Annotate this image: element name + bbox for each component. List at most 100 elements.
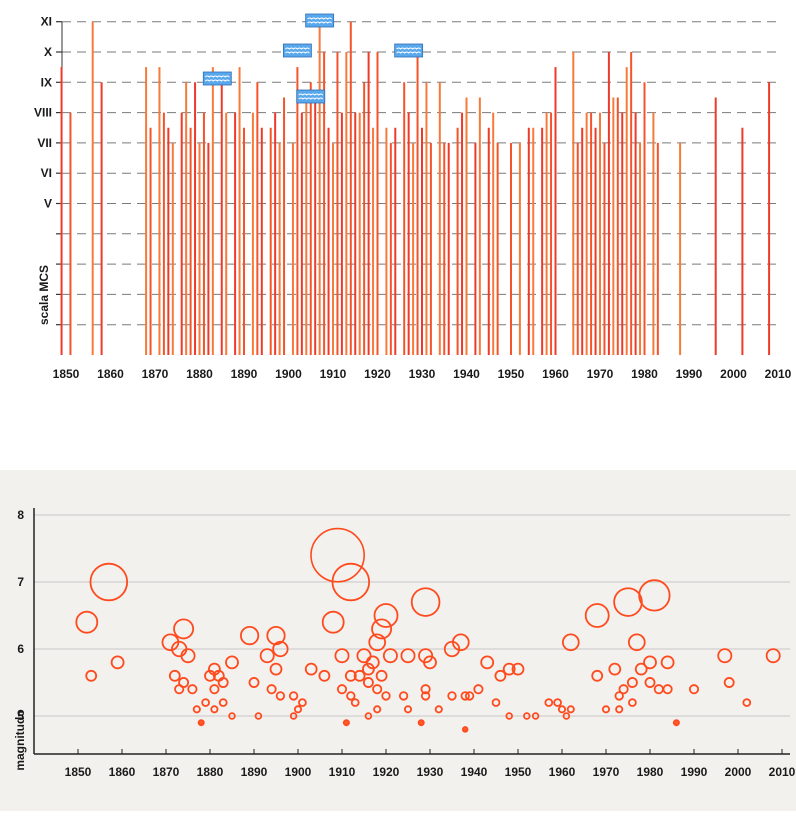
- tsunami-wave-line: [298, 97, 324, 100]
- y-tick-label: VII: [37, 136, 52, 150]
- magnitude-bubble: [371, 618, 393, 640]
- x-tick-label: 1890: [241, 765, 268, 779]
- tsunami-wave-line: [396, 51, 422, 54]
- magnitude-bubble: [254, 712, 263, 720]
- magnitude-bubble: [523, 712, 531, 720]
- x-tick-label: 1950: [505, 765, 532, 779]
- magnitude-bubble: [382, 648, 398, 664]
- magnitude-bubble: [473, 684, 484, 695]
- magnitude-bubble: [653, 684, 664, 695]
- x-tick-label: 1960: [549, 765, 576, 779]
- magnitude-bubble: [672, 719, 680, 727]
- x-tick-label: 2000: [720, 367, 747, 381]
- magnitude-bubble: [239, 625, 260, 646]
- magnitude-bubble: [304, 662, 318, 676]
- tsunami-wave-box: [296, 89, 326, 104]
- magnitude-bubble: [272, 640, 289, 658]
- y-tick-label: 8: [17, 508, 24, 522]
- magnitude-bubble: [321, 610, 345, 634]
- x-tick-label: 1900: [285, 765, 312, 779]
- x-tick-label: 1980: [637, 765, 664, 779]
- magnitude-bubble: [505, 712, 513, 720]
- y-tick-label: IX: [41, 75, 52, 89]
- magnitude-bubble: [275, 691, 286, 701]
- magnitude-bubble: [289, 712, 298, 720]
- tsunami-wave-box: [282, 43, 312, 58]
- x-tick-label: 1880: [197, 765, 224, 779]
- x-tick-label: 1860: [97, 367, 124, 381]
- magnitude-bubble: [342, 719, 350, 727]
- x-tick-label: 1960: [542, 367, 569, 381]
- magnitude-bubble: [365, 655, 380, 670]
- magnitude-bubble: [110, 655, 125, 670]
- magnitude-bubble: [344, 669, 357, 682]
- magnitude-bubble: [362, 662, 375, 676]
- y-tick-label: X: [44, 45, 52, 59]
- tsunami-wave-icon: [305, 13, 335, 28]
- x-tick-label: 2010: [765, 367, 792, 381]
- x-tick-label: 1980: [631, 367, 658, 381]
- magnitude-bubble: [420, 691, 431, 701]
- magnitude-bubble: [618, 684, 629, 695]
- y-tick-label: VIII: [34, 106, 52, 120]
- magnitude-bubble: [447, 691, 457, 701]
- tsunami-wave-line: [204, 79, 230, 82]
- x-tick-label: 1950: [498, 367, 525, 381]
- magnitude-bubble: [259, 648, 275, 664]
- magnitude-bubble: [544, 698, 554, 707]
- tsunami-wave-line: [285, 47, 310, 50]
- magnitude-bubble: [480, 655, 495, 670]
- magnitude-bubble: [217, 677, 229, 688]
- magnitude-bubble: [228, 712, 236, 720]
- magnitude-bubble: [400, 648, 416, 664]
- magnitude-bubble: [562, 712, 571, 720]
- x-tick-label: 1930: [417, 765, 444, 779]
- magnitude-bubble: [662, 684, 673, 695]
- x-tick-label: 1910: [320, 367, 347, 381]
- magnitude-bubble: [334, 648, 350, 664]
- magnitude-bubble: [210, 705, 219, 714]
- y-tick-label: VI: [41, 166, 52, 180]
- magnitude-bubble: [584, 603, 610, 628]
- magnitude-bubble: [204, 669, 216, 682]
- magnitude-bubble: [174, 684, 185, 695]
- magnitude-bubble: [269, 662, 283, 676]
- magnitude-bubble: [688, 684, 700, 695]
- magnitude-bubble: [346, 691, 356, 701]
- magnitude-bubble: [248, 677, 260, 688]
- x-tick-label: 1910: [329, 765, 356, 779]
- magnitude-bubble: [75, 610, 99, 634]
- magnitude-bubble: [434, 705, 443, 714]
- x-tick-label: 1860: [109, 765, 136, 779]
- x-tick-label: 1870: [153, 765, 180, 779]
- magnitude-bubble: [362, 677, 374, 688]
- magnitude-bubble: [626, 677, 638, 688]
- magnitude-bubble: [375, 669, 388, 682]
- x-tick-label: 1900: [275, 367, 302, 381]
- magnitude-bubble: [398, 691, 409, 701]
- x-tick-label: 2000: [725, 765, 752, 779]
- x-tick-label: 1970: [587, 367, 614, 381]
- y-tick-label: XI: [41, 15, 52, 29]
- x-tick-label: 1850: [65, 765, 92, 779]
- magnitude-bubble: [364, 712, 373, 720]
- magnitude-bubble: [209, 684, 220, 695]
- x-tick-label: 1920: [364, 367, 391, 381]
- magnitude-bubble: [420, 684, 431, 695]
- magnitude-bubble: [85, 669, 98, 682]
- magnitude-bubble: [201, 698, 210, 707]
- magnitude-bubble: [742, 698, 752, 707]
- tsunami-wave-line: [396, 47, 422, 50]
- magnitude-bubble: [89, 562, 129, 602]
- y-axis-title: scala MCS: [37, 265, 51, 325]
- magnitude-bubble: [403, 705, 413, 714]
- magnitude-bubble: [336, 684, 348, 695]
- magnitude-bubble: [410, 587, 441, 617]
- magnitude-bubble: [187, 684, 198, 695]
- magnitude-bubble: [723, 677, 735, 688]
- magnitude-bubble: [318, 669, 331, 682]
- magnitude-bubble: [460, 691, 470, 701]
- magnitude-bubble: [613, 587, 643, 617]
- x-tick-label: 1850: [53, 367, 80, 381]
- x-tick-label: 2010: [769, 765, 796, 779]
